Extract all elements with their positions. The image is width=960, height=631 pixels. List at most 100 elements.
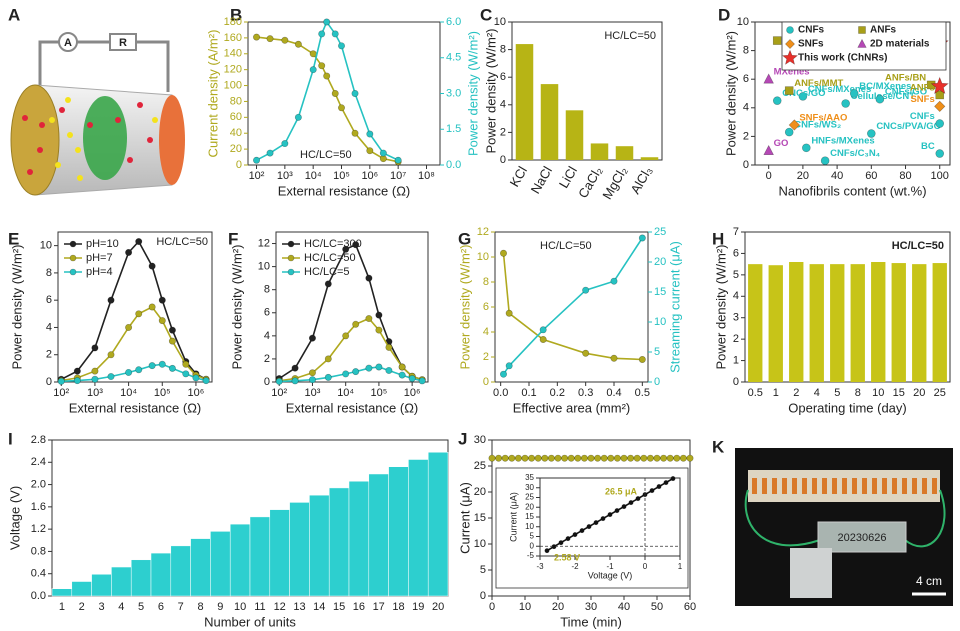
marker [934,100,946,112]
legend-label: HC/LC=50 [304,252,356,264]
x-tick-label: 0 [766,170,772,182]
point-label: BC [921,141,935,152]
marker [600,516,606,522]
marker [501,454,509,462]
marker [375,311,383,319]
x-tick-label: 3 [98,601,104,613]
y-tick-label: 0 [236,159,242,171]
y2-tick-label: 5 [654,346,660,358]
y-tick-label: -5 [527,551,535,560]
y-tick-label: 15 [525,512,534,521]
ions [22,102,153,175]
x-tick-label: 25 [934,387,946,399]
y-tick-label: 0.8 [31,545,46,557]
point-label: CNFs [910,111,935,122]
marker [561,454,569,462]
y2-tick-label: 20 [654,256,666,268]
x-tick-label: 11 [254,601,265,613]
x-axis-label: Time (min) [560,614,622,629]
y-tick-label: 5 [530,532,535,541]
marker [670,476,676,482]
legend-label: pH=7 [86,252,113,264]
bar [150,552,172,597]
y-tick-label: 10 [40,240,52,252]
tube-end [10,84,60,196]
marker [379,149,387,157]
y-tick-label: 2 [264,353,270,365]
bar [590,143,609,160]
y-axis-label: Power density (W/m²) [9,245,24,370]
bar [71,581,92,597]
marker [798,92,808,101]
y-tick-label: 0 [480,590,486,602]
marker [660,454,668,462]
marker [600,454,608,462]
legend-label: CNFs [798,25,825,36]
legend-label: HC/LC=5 [304,266,350,278]
point-label: ANFs [910,82,935,93]
marker [135,238,143,246]
marker [558,540,564,546]
marker [875,94,885,104]
y-tick-label: 8 [264,284,270,296]
ions [49,97,158,181]
bar [850,264,865,382]
marker [521,454,529,462]
marker [308,376,316,384]
marker [640,454,648,462]
x-tick-label: 8 [855,387,861,399]
series-line [61,305,207,382]
bar [111,566,132,597]
y-tick-label: 30 [474,434,486,446]
x-tick-label: 10⁸ [418,170,435,182]
x-tick-label: 0.5 [635,387,650,399]
panel-label: K [712,437,725,456]
photo: 20230626 4 cm [735,448,953,606]
point-label: CNFs/WS₂ [794,120,841,131]
marker [365,315,373,323]
marker [125,323,133,331]
marker [125,248,133,256]
panel-label: F [228,229,238,248]
bar [891,263,906,382]
marker [323,18,331,26]
x-tick-label: 10² [53,387,69,399]
marker [294,113,302,121]
x-tick-label: 0 [643,562,648,571]
marker [275,377,283,385]
plot-frame [744,231,951,383]
marker [565,536,571,542]
bar [130,559,152,597]
y-tick-label: 12 [477,226,489,238]
marker [338,104,346,112]
panel-label: H [712,229,724,248]
y-tick-label: 60 [230,111,242,123]
x-axis-label: Nanofibrils content (wt.%) [778,183,926,198]
y-tick-label: 1.6 [31,501,46,513]
x-tick-label: 16 [353,601,365,613]
schematic: A R [10,32,185,196]
marker [342,370,350,378]
y-tick-label: 2 [46,349,52,361]
y2-tick-label: 15 [654,286,666,298]
marker [614,508,620,514]
x-tick-label: 30 [585,601,597,613]
legend-label: 2D materials [870,39,930,50]
marker [331,30,339,38]
y-tick-label: 8 [46,267,52,279]
marker [135,310,143,318]
marker [291,364,299,372]
marker [385,343,393,351]
marker [253,156,261,164]
marker [554,454,562,462]
x-tick-label: 0.0 [493,387,508,399]
marker [594,454,602,462]
marker [772,36,782,45]
marker [398,371,406,379]
marker [539,335,547,343]
bar [912,264,927,382]
y-tick-label: 0 [530,541,535,550]
marker [182,370,190,378]
y-tick-label: 1.2 [31,523,46,535]
point-label: SNFs [910,94,934,105]
